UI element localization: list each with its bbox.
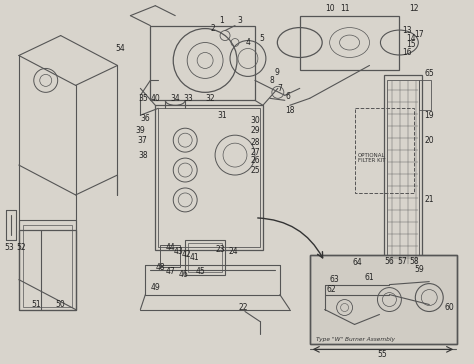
Text: OPTIONAL
FILTER KIT: OPTIONAL FILTER KIT bbox=[357, 153, 385, 163]
Bar bbox=[150, 25, 255, 100]
Text: 47: 47 bbox=[165, 267, 175, 276]
Text: 29: 29 bbox=[250, 126, 260, 135]
Text: 10: 10 bbox=[325, 4, 335, 13]
Text: 56: 56 bbox=[384, 257, 394, 266]
Text: 65: 65 bbox=[424, 69, 434, 78]
Text: 21: 21 bbox=[425, 195, 434, 205]
Text: 11: 11 bbox=[340, 4, 349, 13]
Text: 27: 27 bbox=[250, 148, 260, 157]
Text: 4: 4 bbox=[246, 38, 250, 47]
Text: 31: 31 bbox=[217, 111, 227, 120]
Text: 15: 15 bbox=[407, 40, 416, 49]
Text: 39: 39 bbox=[136, 126, 145, 135]
Bar bbox=[185, 240, 225, 275]
Text: 41: 41 bbox=[189, 253, 199, 262]
Text: 3: 3 bbox=[237, 16, 242, 25]
Bar bbox=[19, 230, 76, 309]
Bar bbox=[310, 255, 457, 344]
Bar bbox=[300, 16, 400, 70]
Text: 40: 40 bbox=[150, 94, 160, 103]
Text: 48: 48 bbox=[155, 263, 165, 272]
Text: 59: 59 bbox=[414, 265, 424, 274]
Text: 54: 54 bbox=[116, 44, 125, 53]
Text: 45: 45 bbox=[195, 267, 205, 276]
Bar bbox=[155, 105, 263, 250]
Text: 22: 22 bbox=[238, 303, 248, 312]
Text: 35: 35 bbox=[138, 94, 148, 103]
Text: 55: 55 bbox=[378, 350, 387, 359]
Text: 57: 57 bbox=[398, 257, 407, 266]
Text: 43: 43 bbox=[173, 247, 183, 256]
Text: 23: 23 bbox=[215, 245, 225, 254]
Text: 13: 13 bbox=[402, 26, 412, 35]
Text: 49: 49 bbox=[150, 283, 160, 292]
Text: 18: 18 bbox=[285, 106, 294, 115]
Text: 20: 20 bbox=[424, 136, 434, 145]
Bar bbox=[158, 108, 260, 247]
Bar bbox=[387, 80, 419, 265]
Text: 5: 5 bbox=[259, 34, 264, 43]
Text: 37: 37 bbox=[137, 136, 147, 145]
Text: 2: 2 bbox=[211, 24, 216, 33]
Text: 24: 24 bbox=[228, 247, 238, 256]
Text: 32: 32 bbox=[205, 94, 215, 103]
Bar bbox=[23, 225, 72, 306]
Text: 7: 7 bbox=[277, 84, 283, 93]
Text: 16: 16 bbox=[402, 48, 412, 57]
Text: 12: 12 bbox=[410, 4, 419, 13]
Text: 38: 38 bbox=[138, 151, 148, 159]
Bar bbox=[19, 220, 76, 309]
Text: 34: 34 bbox=[170, 94, 180, 103]
Text: 44: 44 bbox=[165, 243, 175, 252]
Text: 64: 64 bbox=[353, 258, 363, 267]
Text: 52: 52 bbox=[16, 243, 26, 252]
Text: 28: 28 bbox=[250, 138, 260, 147]
Text: 60: 60 bbox=[444, 303, 454, 312]
Text: 6: 6 bbox=[285, 92, 290, 101]
Text: 50: 50 bbox=[56, 300, 65, 309]
Bar bbox=[160, 245, 180, 267]
Text: 62: 62 bbox=[327, 285, 337, 294]
Text: Type "W" Burner Assembly: Type "W" Burner Assembly bbox=[316, 337, 395, 342]
Bar bbox=[384, 75, 422, 270]
Text: 1: 1 bbox=[219, 16, 224, 25]
Text: 19: 19 bbox=[424, 111, 434, 120]
Text: 53: 53 bbox=[4, 243, 14, 252]
Text: 51: 51 bbox=[31, 300, 41, 309]
Text: 42: 42 bbox=[182, 250, 191, 259]
Text: 61: 61 bbox=[365, 273, 374, 282]
Text: 36: 36 bbox=[140, 114, 150, 123]
Text: 17: 17 bbox=[414, 30, 424, 39]
Text: 33: 33 bbox=[183, 94, 193, 103]
Text: 58: 58 bbox=[410, 257, 419, 266]
Text: 8: 8 bbox=[270, 76, 274, 85]
Text: 30: 30 bbox=[250, 116, 260, 125]
Bar bbox=[310, 255, 457, 344]
Bar bbox=[419, 80, 431, 110]
Text: 14: 14 bbox=[407, 34, 416, 43]
Bar bbox=[188, 243, 222, 272]
Text: 26: 26 bbox=[250, 155, 260, 165]
Text: 63: 63 bbox=[330, 275, 339, 284]
Text: 46: 46 bbox=[178, 270, 188, 279]
Bar bbox=[355, 108, 414, 193]
Text: 25: 25 bbox=[250, 166, 260, 175]
Text: 9: 9 bbox=[274, 68, 279, 77]
